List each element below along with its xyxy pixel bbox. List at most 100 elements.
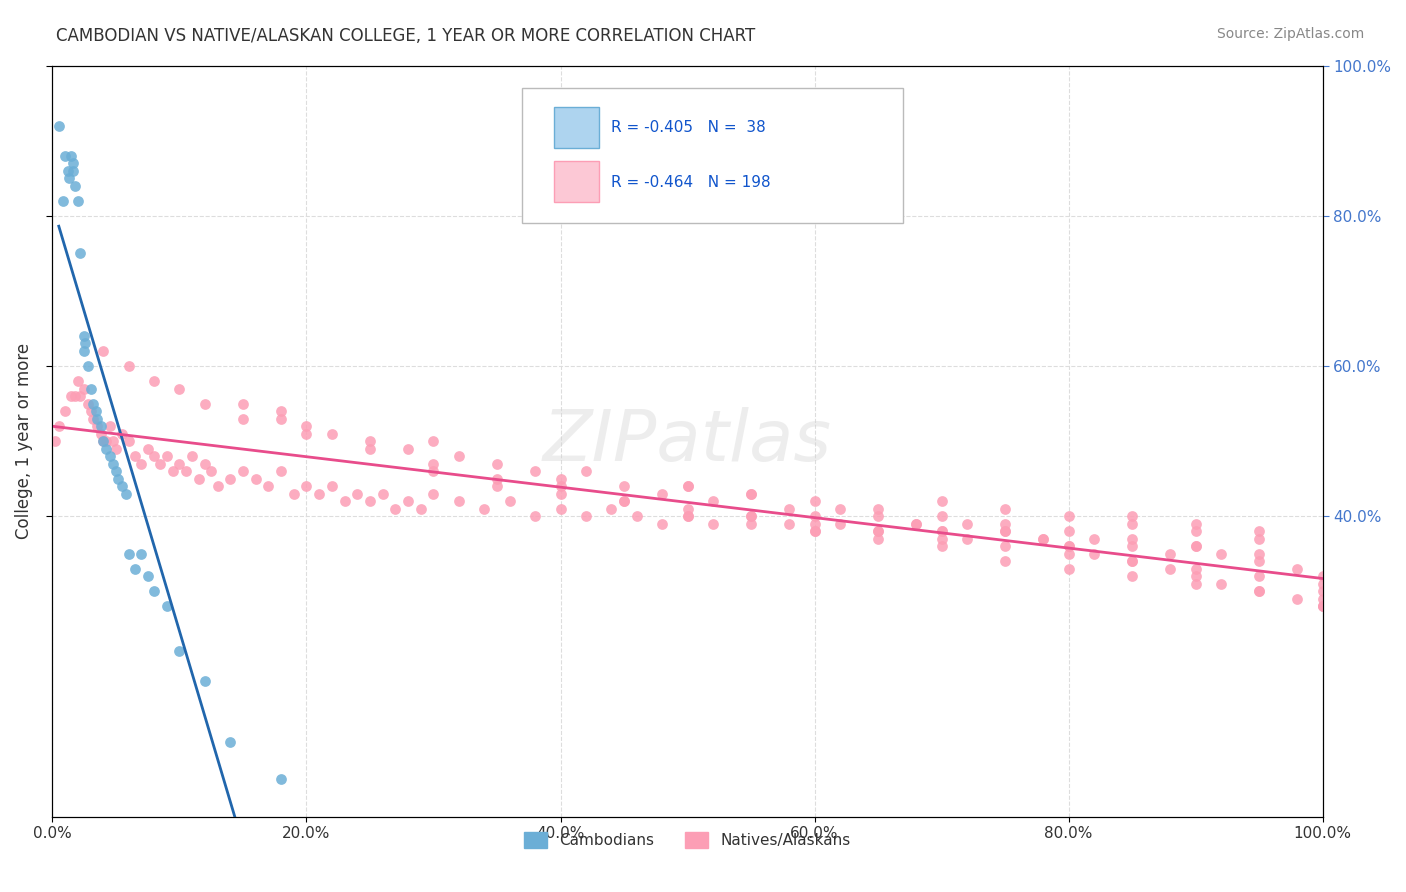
Point bbox=[422, 434, 444, 449]
FancyBboxPatch shape bbox=[523, 88, 904, 223]
Bar bbox=[554, 161, 599, 202]
Point bbox=[994, 516, 1017, 531]
Point bbox=[956, 532, 979, 546]
Point bbox=[82, 411, 104, 425]
Point bbox=[1121, 509, 1143, 524]
Point bbox=[1249, 584, 1271, 599]
Point bbox=[1249, 547, 1271, 561]
Point bbox=[86, 419, 108, 434]
Point bbox=[219, 734, 242, 748]
Point bbox=[118, 547, 141, 561]
Point bbox=[550, 486, 572, 500]
Point bbox=[194, 457, 217, 471]
Point bbox=[270, 772, 292, 786]
Point bbox=[1312, 591, 1334, 606]
Point bbox=[1249, 524, 1271, 539]
Point bbox=[174, 464, 197, 478]
Point bbox=[79, 404, 101, 418]
Bar bbox=[554, 107, 599, 148]
Point bbox=[295, 419, 318, 434]
Point bbox=[94, 434, 117, 449]
Point bbox=[73, 344, 96, 359]
Point bbox=[131, 547, 153, 561]
Point bbox=[48, 119, 70, 133]
Point bbox=[1312, 599, 1334, 614]
Text: R = -0.405   N =  38: R = -0.405 N = 38 bbox=[612, 120, 766, 136]
Point bbox=[396, 494, 419, 508]
Point bbox=[422, 486, 444, 500]
Point bbox=[52, 194, 75, 208]
Point bbox=[905, 516, 928, 531]
Point bbox=[60, 389, 83, 403]
Point bbox=[149, 457, 172, 471]
Point bbox=[1249, 569, 1271, 583]
Point bbox=[550, 479, 572, 493]
Point bbox=[384, 501, 406, 516]
Point bbox=[82, 396, 104, 410]
Point bbox=[346, 486, 368, 500]
Point bbox=[702, 516, 724, 531]
Point bbox=[103, 434, 125, 449]
Point bbox=[124, 562, 146, 576]
Point bbox=[740, 486, 762, 500]
Point bbox=[295, 426, 318, 441]
Point bbox=[866, 532, 889, 546]
Point bbox=[1249, 532, 1271, 546]
Point bbox=[359, 434, 381, 449]
Point bbox=[181, 449, 204, 463]
Point bbox=[1312, 599, 1334, 614]
Point bbox=[1057, 509, 1080, 524]
Point bbox=[118, 359, 141, 373]
Point bbox=[626, 509, 648, 524]
Point bbox=[111, 426, 134, 441]
Text: ZIPatlas: ZIPatlas bbox=[543, 407, 832, 475]
Point bbox=[409, 501, 432, 516]
Point bbox=[485, 472, 508, 486]
Point bbox=[84, 404, 107, 418]
Point bbox=[136, 569, 159, 583]
Point bbox=[69, 246, 91, 260]
Point bbox=[994, 539, 1017, 553]
Point bbox=[136, 442, 159, 456]
Point bbox=[550, 501, 572, 516]
Point bbox=[1312, 584, 1334, 599]
Point bbox=[931, 509, 953, 524]
Point bbox=[115, 486, 138, 500]
Point bbox=[866, 509, 889, 524]
Text: CAMBODIAN VS NATIVE/ALASKAN COLLEGE, 1 YEAR OR MORE CORRELATION CHART: CAMBODIAN VS NATIVE/ALASKAN COLLEGE, 1 Y… bbox=[56, 27, 755, 45]
Text: R = -0.464   N = 198: R = -0.464 N = 198 bbox=[612, 175, 770, 189]
Point bbox=[103, 457, 125, 471]
Point bbox=[994, 524, 1017, 539]
Point bbox=[803, 494, 825, 508]
Point bbox=[803, 524, 825, 539]
Point bbox=[48, 419, 70, 434]
Point bbox=[575, 464, 598, 478]
Point bbox=[828, 516, 851, 531]
Point bbox=[86, 411, 108, 425]
Point bbox=[651, 516, 673, 531]
Point bbox=[207, 479, 229, 493]
Point bbox=[333, 494, 356, 508]
Point bbox=[257, 479, 280, 493]
Point bbox=[866, 524, 889, 539]
Point bbox=[143, 374, 166, 388]
Point bbox=[828, 501, 851, 516]
Point bbox=[485, 479, 508, 493]
Text: Source: ZipAtlas.com: Source: ZipAtlas.com bbox=[1216, 27, 1364, 41]
Point bbox=[1057, 524, 1080, 539]
Point bbox=[676, 479, 699, 493]
Point bbox=[283, 486, 305, 500]
Point bbox=[1083, 547, 1105, 561]
Point bbox=[162, 464, 184, 478]
Point bbox=[447, 494, 470, 508]
Point bbox=[1057, 547, 1080, 561]
Point bbox=[104, 442, 127, 456]
Point bbox=[422, 464, 444, 478]
Point bbox=[1057, 562, 1080, 576]
Point bbox=[77, 359, 100, 373]
Point bbox=[1121, 516, 1143, 531]
Point bbox=[94, 442, 117, 456]
Point bbox=[321, 479, 343, 493]
Point bbox=[232, 396, 254, 410]
Point bbox=[169, 457, 191, 471]
